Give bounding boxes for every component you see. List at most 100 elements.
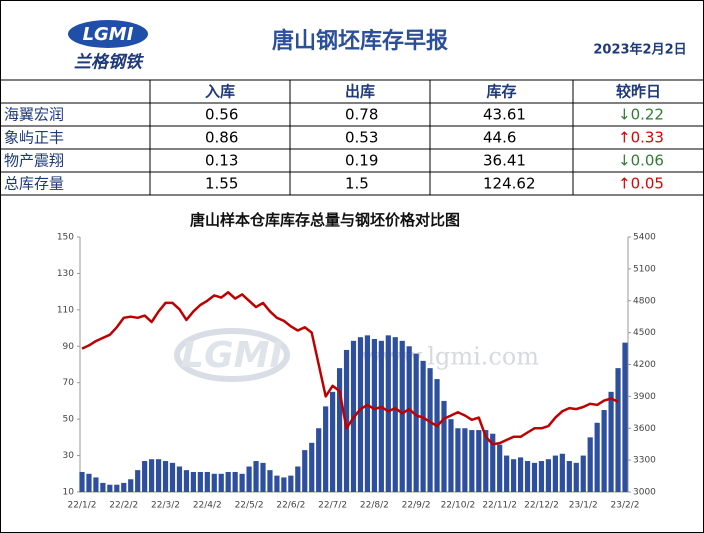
bar: [316, 428, 322, 492]
bar: [385, 335, 391, 492]
bar: [330, 391, 336, 492]
bar: [420, 360, 426, 492]
bar: [538, 461, 545, 492]
brand: 兰格钢铁: [74, 53, 145, 73]
y-tick-label: 10: [63, 488, 75, 498]
cell: 1.55: [205, 175, 238, 193]
cell: ↓0.06: [618, 152, 664, 170]
cell: 43.61: [483, 106, 526, 124]
y2-tick-label: 4200: [633, 360, 656, 370]
bar: [176, 466, 183, 492]
x-tick-label: 22/11/2: [482, 501, 517, 511]
x-tick-label: 22/4/2: [193, 501, 222, 511]
bar: [128, 479, 134, 492]
row-name: 总库存量: [4, 175, 64, 193]
bar: [218, 473, 224, 492]
bar: [93, 477, 99, 492]
date: 2023年2月2日: [593, 42, 686, 58]
watermark-oval: [174, 328, 290, 382]
y2-tick-label: 3600: [633, 424, 656, 434]
row-name: 物产震翔: [4, 152, 64, 170]
bar: [545, 459, 552, 492]
bar: [155, 459, 162, 492]
bar: [483, 430, 489, 492]
y-tick-label: 110: [57, 305, 74, 315]
cell: 1.5: [345, 175, 369, 193]
bar: [462, 428, 468, 492]
bar: [406, 346, 412, 492]
y-tick-label: 50: [63, 415, 75, 425]
cell: ↑0.33: [618, 129, 664, 147]
bar: [601, 410, 607, 492]
bar: [79, 471, 85, 492]
bar: [559, 453, 565, 492]
bar: [504, 455, 510, 492]
cell: 44.6: [483, 129, 516, 147]
bar: [309, 442, 315, 492]
bar: [427, 368, 433, 492]
y2-tick-label: 5100: [633, 264, 656, 274]
bar: [149, 459, 155, 492]
y2-tick-label: 4500: [633, 328, 656, 338]
bar: [260, 462, 266, 492]
bar: [267, 470, 273, 492]
bar: [232, 471, 238, 492]
bar: [239, 473, 245, 492]
chart-title: 唐山样本仓库库存总量与钢坯价格对比图: [190, 211, 460, 229]
y-tick-label: 150: [57, 233, 74, 243]
bar: [622, 342, 628, 492]
bar: [441, 400, 447, 492]
x-tick-label: 22/1/2: [68, 501, 97, 511]
bar: [608, 391, 614, 492]
x-tick-label: 22/8/2: [360, 501, 389, 511]
bar: [594, 422, 600, 492]
y2-tick-label: 3300: [633, 456, 656, 466]
bar: [204, 471, 210, 492]
bar: [566, 461, 572, 492]
bar: [511, 459, 517, 492]
bar: [524, 461, 531, 492]
bar: [323, 406, 329, 492]
bar: [399, 340, 405, 492]
bar: [100, 482, 106, 492]
cell: 0.78: [345, 106, 378, 124]
y2-tick-label: 3900: [633, 392, 656, 402]
row-name: 海翼宏润: [4, 106, 64, 124]
bar: [517, 457, 524, 492]
cell: 124.62: [483, 175, 536, 193]
bar: [86, 473, 92, 492]
bar: [114, 484, 120, 492]
cell: 0.86: [205, 129, 238, 147]
x-tick-label: 22/5/2: [235, 501, 264, 511]
bar: [413, 353, 419, 492]
cell: ↓0.22: [618, 106, 664, 124]
bar: [434, 379, 440, 492]
y-tick-label: 90: [63, 342, 75, 352]
bar: [135, 470, 141, 492]
column-header: 较昨日: [616, 83, 661, 101]
bar: [364, 335, 371, 492]
cell: ↑0.05: [618, 175, 664, 193]
x-tick-label: 22/9/2: [402, 501, 431, 511]
chart: LGMI www.lgmi.com 唐山样本仓库库存总量与钢坯价格对比图 103…: [57, 211, 656, 511]
y-tick-label: 30: [63, 451, 75, 461]
x-tick-label: 22/10/2: [441, 501, 476, 511]
cell: 0.56: [205, 106, 238, 124]
bar: [371, 339, 377, 492]
bar: [469, 430, 475, 492]
x-tick-label: 23/2/2: [611, 501, 640, 511]
title: 唐山钢坯库存早报: [272, 28, 448, 54]
bar: [274, 475, 280, 492]
bar: [211, 473, 217, 492]
bar: [253, 461, 259, 492]
bar: [455, 428, 461, 492]
bar: [190, 471, 196, 492]
bar: [302, 450, 308, 492]
bar: [552, 455, 558, 492]
row-name: 象屿正丰: [4, 129, 64, 147]
bar: [288, 475, 294, 492]
logo-oval: [68, 20, 148, 48]
